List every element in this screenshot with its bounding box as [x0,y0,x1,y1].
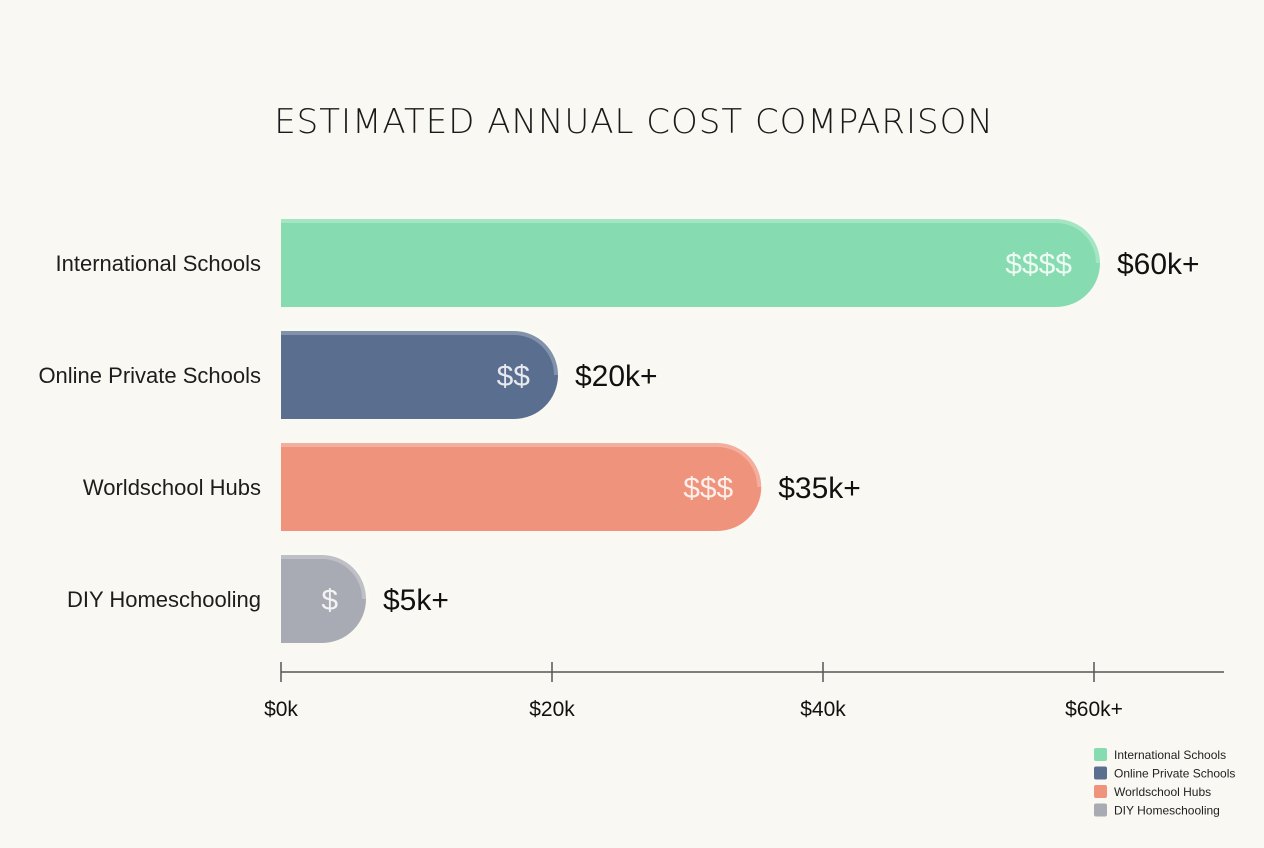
cost-symbol: $$ [497,360,531,393]
cost-symbol: $ [321,584,338,617]
legend-swatch [1094,748,1107,761]
legend-label: International Schools [1114,748,1226,762]
category-label: International Schools [56,251,261,276]
data-label: $20k+ [575,360,658,393]
legend-swatch [1094,766,1107,780]
bar [281,443,762,531]
legend-label: Online Private Schools [1114,767,1235,781]
category-label: Worldschool Hubs [83,475,261,500]
cost-symbol: $$$$ [1005,248,1072,281]
bar-highlight [281,439,766,488]
legend-swatch [1094,803,1107,817]
legend-label: DIY Homeschooling [1114,804,1220,818]
bar [281,219,1100,307]
bar-highlight [281,551,370,600]
data-label: $5k+ [383,584,449,617]
bar [281,331,558,419]
bar-highlight [281,327,562,376]
bar [281,555,366,643]
category-label: DIY Homeschooling [67,587,261,612]
legend-label: Worldschool Hubs [1114,785,1211,799]
data-label: $60k+ [1117,248,1200,281]
x-tick-label: $20k [529,698,575,721]
cost-symbol: $$$ [683,472,733,505]
x-tick-label: $40k [800,698,846,721]
chart-title: ESTIMATED ANNUAL COST COMPARISON [274,102,994,142]
x-tick-label: $60k+ [1065,698,1123,721]
x-tick-label: $0k [264,698,298,721]
data-label: $35k+ [778,472,861,505]
category-label: Online Private Schools [38,363,261,388]
legend-swatch [1094,785,1107,798]
bar-highlight [281,215,1104,264]
